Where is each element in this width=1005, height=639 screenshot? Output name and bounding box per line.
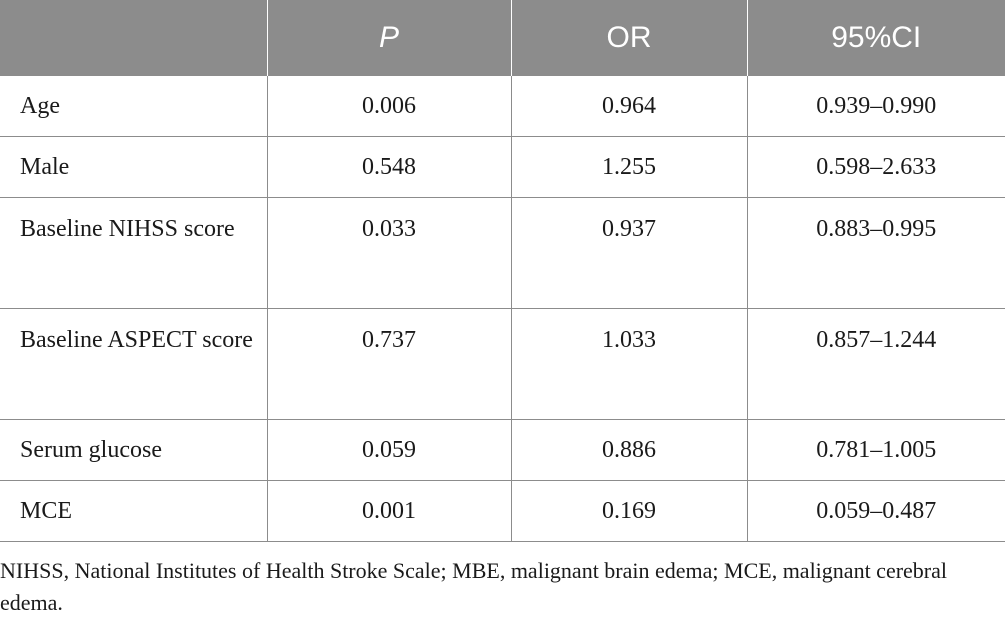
ci-value: 0.059–0.487 bbox=[746, 480, 1005, 542]
p-value: 0.737 bbox=[266, 308, 511, 420]
header-p: P bbox=[266, 0, 511, 76]
ci-value: 0.939–0.990 bbox=[746, 76, 1005, 137]
row-label: Age bbox=[0, 76, 267, 137]
table-row: Serum glucose 0.059 0.886 0.781–1.005 bbox=[0, 419, 1005, 481]
table-row: Baseline ASPECT score 0.737 1.033 0.857–… bbox=[0, 308, 1005, 420]
row-label: Serum glucose bbox=[0, 419, 267, 481]
header-ci: 95%CI bbox=[746, 0, 1005, 76]
or-value: 0.169 bbox=[510, 480, 747, 542]
table-row: Age 0.006 0.964 0.939–0.990 bbox=[0, 76, 1005, 137]
header-variable bbox=[0, 0, 267, 76]
row-label: Male bbox=[0, 136, 267, 198]
p-value: 0.006 bbox=[266, 76, 511, 137]
ci-value: 0.883–0.995 bbox=[746, 197, 1005, 309]
p-value: 0.001 bbox=[266, 480, 511, 542]
p-value: 0.548 bbox=[266, 136, 511, 198]
or-value: 0.886 bbox=[510, 419, 747, 481]
p-value: 0.033 bbox=[266, 197, 511, 309]
header-or: OR bbox=[510, 0, 747, 76]
results-table: P OR 95%CI Age 0.006 0.964 0.939–0.990 M… bbox=[0, 0, 1005, 542]
regression-table: P OR 95%CI Age 0.006 0.964 0.939–0.990 M… bbox=[0, 0, 1005, 542]
or-value: 1.033 bbox=[510, 308, 747, 420]
header-row: P OR 95%CI bbox=[0, 0, 1005, 76]
table-row: Baseline NIHSS score 0.033 0.937 0.883–0… bbox=[0, 197, 1005, 309]
row-label: MCE bbox=[0, 480, 267, 542]
or-value: 1.255 bbox=[510, 136, 747, 198]
ci-value: 0.598–2.633 bbox=[746, 136, 1005, 198]
table-row: MCE 0.001 0.169 0.059–0.487 bbox=[0, 480, 1005, 542]
or-value: 0.937 bbox=[510, 197, 747, 309]
table-row: Male 0.548 1.255 0.598–2.633 bbox=[0, 136, 1005, 198]
p-value: 0.059 bbox=[266, 419, 511, 481]
or-value: 0.964 bbox=[510, 76, 747, 137]
ci-value: 0.857–1.244 bbox=[746, 308, 1005, 420]
table-footnote: NIHSS, National Institutes of Health Str… bbox=[0, 558, 947, 615]
ci-value: 0.781–1.005 bbox=[746, 419, 1005, 481]
row-label: Baseline NIHSS score bbox=[0, 197, 267, 309]
row-label: Baseline ASPECT score bbox=[0, 308, 267, 420]
